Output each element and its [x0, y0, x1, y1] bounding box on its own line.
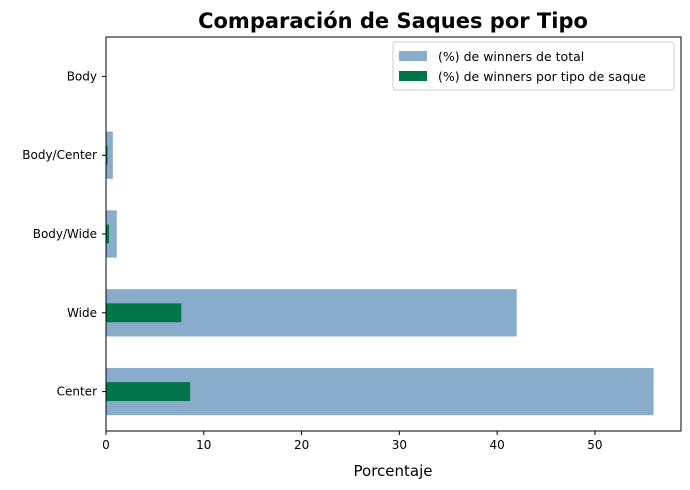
y-tick-label: Body/Wide: [33, 227, 97, 241]
bar-total-center: [106, 367, 654, 416]
legend-swatch: [399, 51, 427, 61]
axes-layer: 0 10 20 30 40 50 Center Wide Body/Wide Body/Cente…: [22, 36, 682, 452]
bar-per-type-center: [106, 382, 191, 402]
legend-box: [392, 41, 675, 91]
legend-label: (%) de winners por tipo de saque: [438, 69, 646, 84]
y-tick-label: Center: [57, 385, 97, 399]
legend-label: (%) de winners de total: [438, 49, 584, 64]
x-tick-label: 50: [587, 438, 602, 452]
chart-title: Comparación de Saques por Tipo: [198, 9, 588, 33]
bar-per-type-body-center: [106, 145, 108, 165]
x-axis-title: Porcentaje: [354, 462, 433, 480]
legend-swatch: [399, 71, 427, 81]
bar-total-body-wide: [106, 210, 117, 258]
legend: (%) de winners de total (%) de winners po…: [392, 41, 675, 91]
bar-per-type-body-wide: [106, 224, 109, 244]
y-tick-label: Wide: [67, 306, 97, 320]
y-tick-label: Body: [67, 69, 97, 83]
bar-per-type-wide: [106, 303, 182, 323]
x-tick-label: 30: [392, 438, 407, 452]
x-tick-label: 10: [196, 438, 211, 452]
x-tick-label: 0: [102, 438, 110, 452]
x-tick-label: 20: [294, 438, 309, 452]
bars-layer: [106, 131, 654, 416]
y-tick-label: Body/Center: [22, 148, 97, 162]
bar-total-body-center: [106, 131, 113, 179]
x-tick-label: 40: [490, 438, 505, 452]
